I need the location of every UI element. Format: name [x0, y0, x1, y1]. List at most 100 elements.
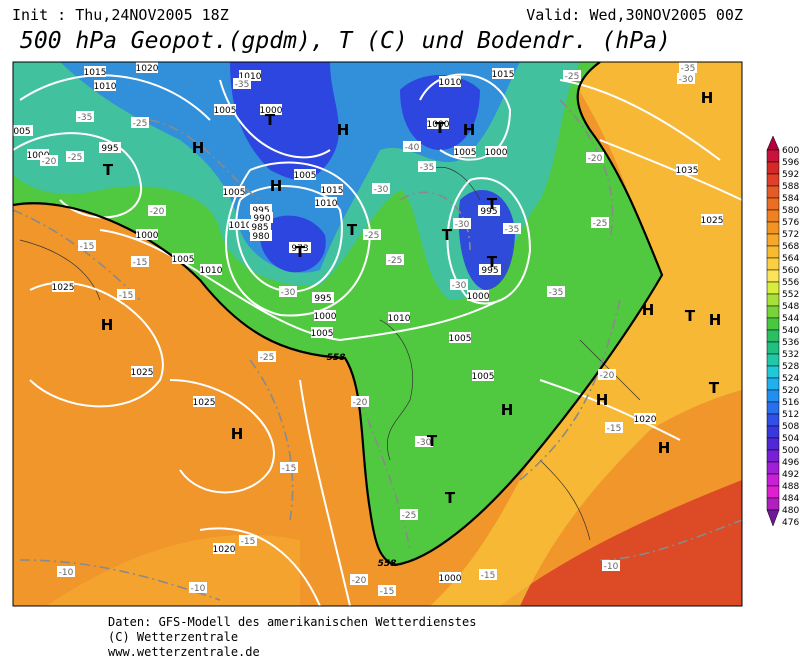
- temperature-label-box: [372, 183, 390, 194]
- colorbar-swatch: [766, 377, 780, 391]
- colorbar-swatch: [766, 161, 780, 175]
- isobar-label: 995: [314, 294, 331, 304]
- colorbar-label: 524: [782, 374, 799, 384]
- isobar-label: 1020: [634, 415, 657, 425]
- isobar-label-box: [439, 76, 461, 87]
- isobar-label-box: [213, 543, 235, 554]
- isobar-label-box: [131, 366, 153, 377]
- temperature-label-box: [679, 62, 697, 73]
- isobar-label-box: [229, 219, 251, 230]
- colorbar-label: 544: [782, 314, 799, 324]
- colorbar-label: 508: [782, 422, 799, 432]
- colorbar-swatch: [766, 281, 780, 295]
- pressure-center: H: [701, 89, 714, 107]
- colorbar-cap: [766, 135, 780, 151]
- temperature-label-box: [131, 256, 149, 267]
- temperature-label: -15: [481, 571, 496, 581]
- isobar-label: 980: [252, 232, 269, 242]
- pressure-center: H: [231, 425, 244, 443]
- temperature-label: -15: [380, 587, 395, 597]
- isobar-label: 005: [13, 127, 30, 137]
- colorbar-label: 480: [782, 506, 799, 516]
- temperature-label: -15: [282, 464, 297, 474]
- pressure-center: T: [265, 111, 276, 129]
- isobar-label-box: [289, 242, 311, 253]
- temperature-label: -15: [607, 424, 622, 434]
- temperature-label-box: [586, 152, 604, 163]
- colorbar-label: 484: [782, 494, 799, 504]
- temperature-label-box: [591, 217, 609, 228]
- temperature-label-box: [40, 155, 58, 166]
- field-yellow: [430, 62, 742, 606]
- colorbar-label: 476: [782, 518, 799, 528]
- isobar-label: 1000: [467, 292, 490, 302]
- isobar-label: 995: [480, 207, 497, 217]
- pressure-center: H: [596, 391, 609, 409]
- temperature-label-box: [386, 254, 404, 265]
- isobar-label: 1000: [427, 120, 450, 130]
- colorbar-swatch: [766, 149, 780, 163]
- colorbar-swatch: [766, 317, 780, 331]
- pressure-center: H: [270, 177, 283, 195]
- temperature-label-box: [450, 279, 468, 290]
- temperature-lines: [13, 99, 742, 601]
- isobar-label: 1035: [676, 166, 699, 176]
- isobar-label-box: [478, 205, 500, 216]
- isobar-label-box: [172, 253, 194, 264]
- temperature-label-box: [363, 229, 381, 240]
- colorbar-swatch: [766, 173, 780, 187]
- temperature-label: -25: [365, 231, 380, 241]
- temperature-label: -10: [191, 584, 206, 594]
- init-time: Init : Thu,24NOV2005 18Z: [12, 6, 229, 24]
- isobar-label-box: [239, 70, 261, 81]
- colorbar-swatch: [766, 425, 780, 439]
- isobar-label: 1005: [449, 334, 472, 344]
- isobar-label-box: [136, 229, 158, 240]
- isobar-label-box: [250, 230, 272, 241]
- pressure-center: T: [435, 119, 446, 137]
- temperature-label: -10: [59, 568, 74, 578]
- isobar-label: 995: [101, 144, 118, 154]
- colorbar-label: 540: [782, 326, 799, 336]
- isobar-label-box: [449, 332, 471, 343]
- isobar-label: 1005: [294, 171, 317, 181]
- colorbar-swatch: [766, 197, 780, 211]
- isobar-label: 973: [291, 244, 308, 254]
- temperature-label: -35: [420, 163, 435, 173]
- temperature-label-box: [503, 223, 521, 234]
- isobar-label: 1025: [193, 398, 216, 408]
- temperature-label-box: [233, 78, 251, 89]
- isobar-label-box: [315, 197, 337, 208]
- isobar-label: 1020: [136, 64, 159, 74]
- map-title: 500 hPa Geopot.(gpdm), T (C) und Bodendr…: [20, 28, 671, 54]
- contour-558: [13, 62, 664, 567]
- temperature-label: -15: [241, 537, 256, 547]
- temperature-label: -25: [388, 256, 403, 266]
- temperature-label-box: [378, 585, 396, 596]
- isobar-label-box: [467, 290, 489, 301]
- pressure-center: T: [295, 243, 306, 261]
- temperature-label-box: [78, 240, 96, 251]
- footer-url: www.wetterzentrale.de: [108, 645, 260, 658]
- isobar-label-box: [701, 214, 723, 225]
- temperature-label: -25: [565, 72, 580, 82]
- colorbar-swatch: [766, 221, 780, 235]
- isobar-label: 1015: [84, 68, 107, 78]
- colorbar-label: 568: [782, 242, 799, 252]
- isobar-label-box: [193, 396, 215, 407]
- temperature-label-box: [418, 161, 436, 172]
- temperature-label: -15: [80, 242, 95, 252]
- colorbar-label: 556: [782, 278, 799, 288]
- pressure-center: T: [685, 307, 696, 325]
- isobar-label-box: [250, 204, 272, 215]
- colorbar-label: 504: [782, 434, 799, 444]
- colorbar-swatch: [766, 461, 780, 475]
- colorbar-label: 512: [782, 410, 799, 420]
- pressure-center: T: [347, 221, 358, 239]
- temperature-label: -35: [505, 225, 520, 235]
- footer-copyright: (C) Wetterzentrale: [108, 630, 238, 644]
- colorbar-swatch: [766, 449, 780, 463]
- temperature-label: -35: [549, 288, 564, 298]
- temperature-label-box: [239, 535, 257, 546]
- colorbar-swatch: [766, 473, 780, 487]
